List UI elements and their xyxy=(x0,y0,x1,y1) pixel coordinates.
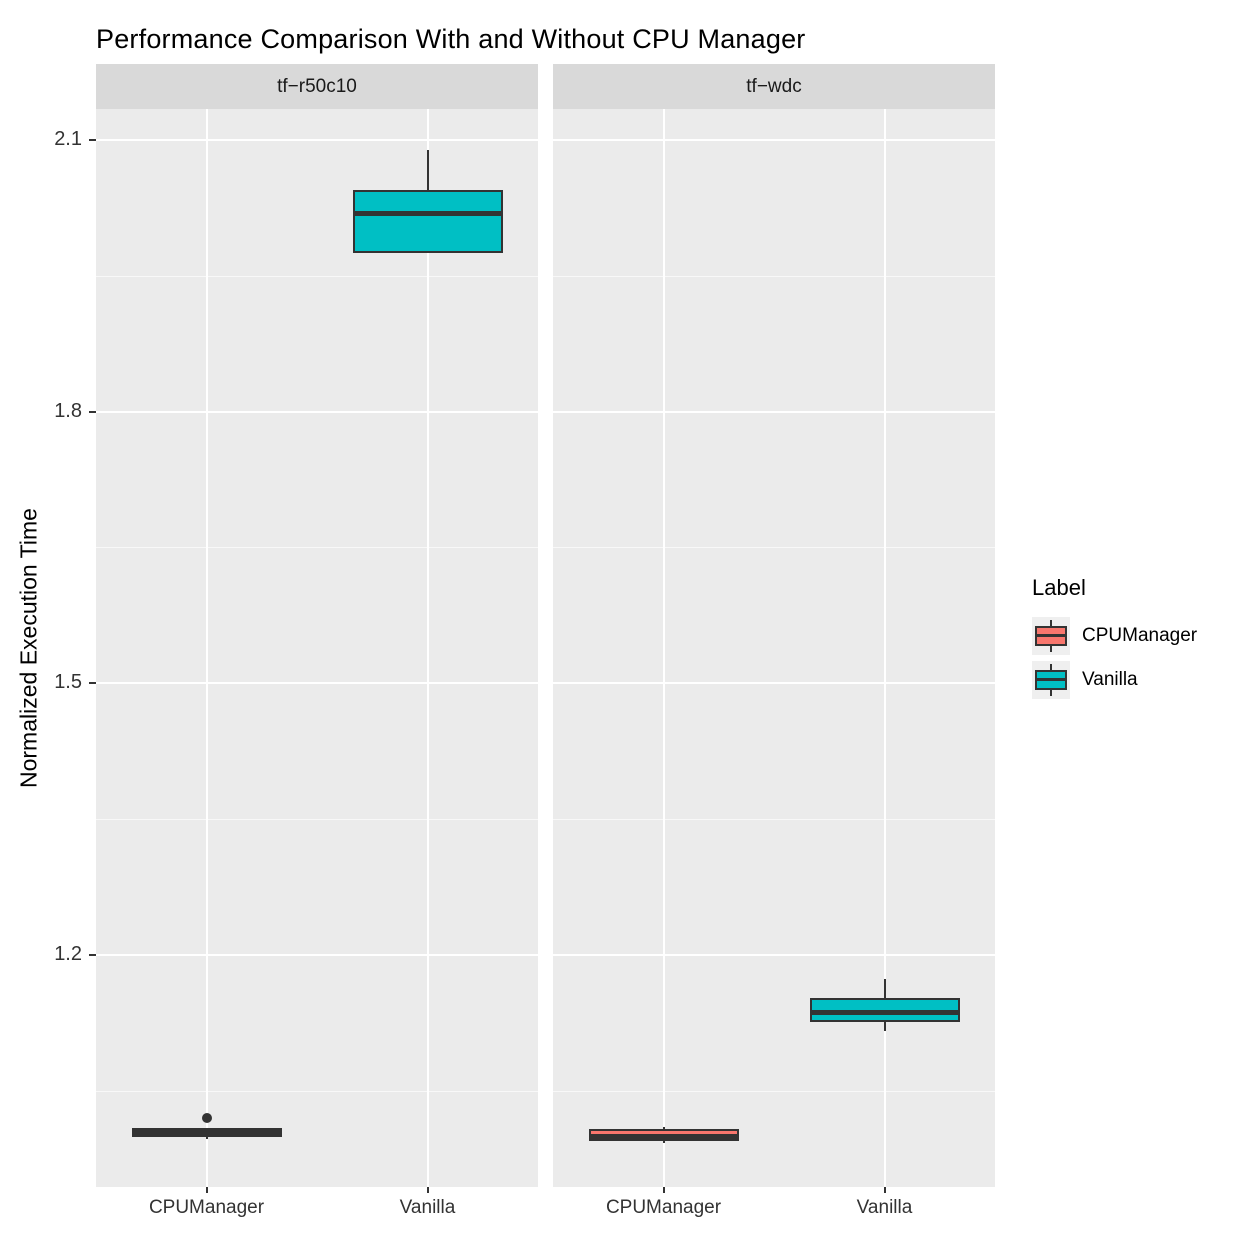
y-tick-label: 2.1 xyxy=(54,127,82,150)
median-line xyxy=(590,1133,737,1139)
whisker-upper xyxy=(883,978,886,998)
y-tick-label: 1.2 xyxy=(54,943,82,966)
gridline-minor-y xyxy=(96,819,538,821)
gridline-minor-y xyxy=(96,1090,538,1092)
gridline-major-y xyxy=(96,138,538,141)
median-line xyxy=(133,1130,280,1136)
gridline-major-y xyxy=(96,682,538,685)
facet-panel-tf-r50c10 xyxy=(96,109,538,1187)
x-tick-label: Vanilla xyxy=(399,1197,456,1218)
legend-item-cpumanager: CPUManager xyxy=(1032,617,1197,655)
median-line xyxy=(354,210,501,216)
gridline-major-y xyxy=(96,410,538,413)
y-tick-mark xyxy=(89,682,96,685)
facet-panel-tf-wdc xyxy=(553,109,995,1187)
gridline-major-y xyxy=(553,954,995,957)
gridline-major-x xyxy=(205,109,208,1187)
legend-title: Label xyxy=(1032,575,1086,600)
y-axis-title: Normalized Execution Time xyxy=(15,508,42,788)
facet-strip-tf-r50c10: tf−r50c10 xyxy=(96,64,538,109)
boxplot-key-icon xyxy=(1032,661,1070,699)
plot-title: Performance Comparison With and Without … xyxy=(96,24,806,54)
y-tick-label: 1.5 xyxy=(54,671,82,694)
y-tick-mark xyxy=(89,954,96,957)
gridline-major-x xyxy=(662,109,665,1187)
gridline-minor-y xyxy=(553,275,995,277)
y-tick-mark xyxy=(89,138,96,141)
legend-item-vanilla: Vanilla xyxy=(1032,661,1197,699)
facet-strip-label: tf−wdc xyxy=(746,75,802,97)
y-tick-label: 1.8 xyxy=(54,399,82,422)
whisker-lower xyxy=(205,1137,208,1139)
gridline-major-y xyxy=(553,682,995,685)
x-tick-mark xyxy=(205,1187,208,1193)
x-tick-label: Vanilla xyxy=(856,1197,913,1218)
legend-label: Vanilla xyxy=(1082,669,1138,690)
key-median-line xyxy=(1037,634,1065,637)
whisker-upper xyxy=(426,149,429,190)
gridline-minor-y xyxy=(553,547,995,549)
x-tick-label: CPUManager xyxy=(148,1197,265,1218)
whisker-lower xyxy=(662,1140,665,1143)
gridline-minor-y xyxy=(96,547,538,549)
x-tick-label: CPUManager xyxy=(605,1197,722,1218)
gridline-minor-y xyxy=(96,275,538,277)
gridline-major-x xyxy=(426,109,429,1187)
y-tick-mark xyxy=(89,410,96,413)
gridline-major-y xyxy=(96,954,538,957)
x-tick-mark xyxy=(662,1187,665,1193)
facet-strip-tf-wdc: tf−wdc xyxy=(553,64,995,109)
outlier-point xyxy=(201,1113,212,1124)
median-line xyxy=(811,1009,958,1015)
gridline-major-x xyxy=(883,109,886,1187)
facet-strip-label: tf−r50c10 xyxy=(277,75,357,97)
gridline-major-y xyxy=(553,138,995,141)
gridline-major-y xyxy=(553,410,995,413)
gridline-minor-y xyxy=(553,819,995,821)
legend: Label CPUManager Vanilla xyxy=(1032,575,1197,705)
box-vanilla xyxy=(352,189,503,254)
whisker-lower xyxy=(883,1022,886,1032)
x-tick-mark xyxy=(426,1187,429,1193)
x-tick-mark xyxy=(883,1187,886,1193)
gridline-minor-y xyxy=(553,1090,995,1092)
whisker-upper xyxy=(662,1127,665,1129)
key-median-line xyxy=(1037,678,1065,681)
legend-label: CPUManager xyxy=(1082,625,1198,646)
boxplot-key-icon xyxy=(1032,617,1070,655)
